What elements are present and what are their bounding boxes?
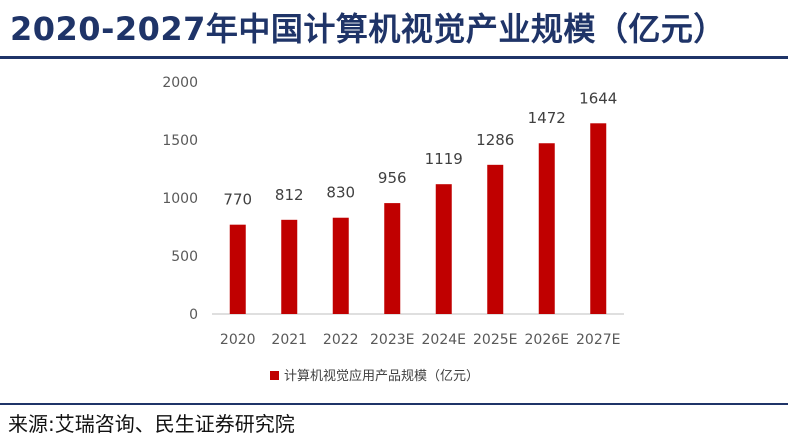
y-tick-label: 500 [171,249,198,265]
data-label: 812 [275,186,304,204]
chart-title: 2020-2027年中国计算机视觉产业规模（亿元） [10,10,726,48]
x-tick-label: 2024E [422,332,466,348]
bar-series [229,123,607,314]
bar [384,203,401,314]
x-tick-label: 2026E [525,332,569,348]
bar [332,217,349,314]
data-label: 956 [378,169,407,187]
data-labels: 770 812 830 956 1119 1286 1472 1644 [223,89,617,208]
data-label: 830 [326,184,355,202]
data-label: 770 [223,191,252,209]
y-tick-label: 1500 [162,133,198,149]
x-tick-label: 2020 [220,332,256,348]
data-label: 1119 [425,150,463,168]
source-note: 来源:艾瑞咨询、民生证券研究院 [8,412,295,436]
data-label: 1644 [579,89,617,107]
legend-swatch [270,371,279,380]
title-divider [0,56,788,59]
bar [229,224,246,314]
bar [538,143,555,314]
x-tick-label: 2025E [473,332,517,348]
legend-label: 计算机视觉应用产品规模（亿元） [284,368,479,384]
x-tick-label: 2022 [323,332,359,348]
x-tick-label: 2023E [370,332,414,348]
y-axis: 0 500 1000 1500 2000 [162,75,198,323]
y-tick-label: 2000 [162,75,198,91]
bar [590,123,607,314]
y-tick-label: 0 [189,307,198,323]
data-label: 1286 [476,131,514,149]
data-label: 1472 [528,109,566,127]
source-divider [0,403,788,405]
bar [435,184,452,314]
bar [487,164,504,314]
x-tick-label: 2021 [271,332,307,348]
y-tick-label: 1000 [162,191,198,207]
legend: 计算机视觉应用产品规模（亿元） [270,368,479,384]
x-tick-label: 2027E [576,332,620,348]
bar [281,219,298,314]
x-axis: 2020 2021 2022 2023E 2024E 2025E 2026E 2027E [212,313,624,348]
